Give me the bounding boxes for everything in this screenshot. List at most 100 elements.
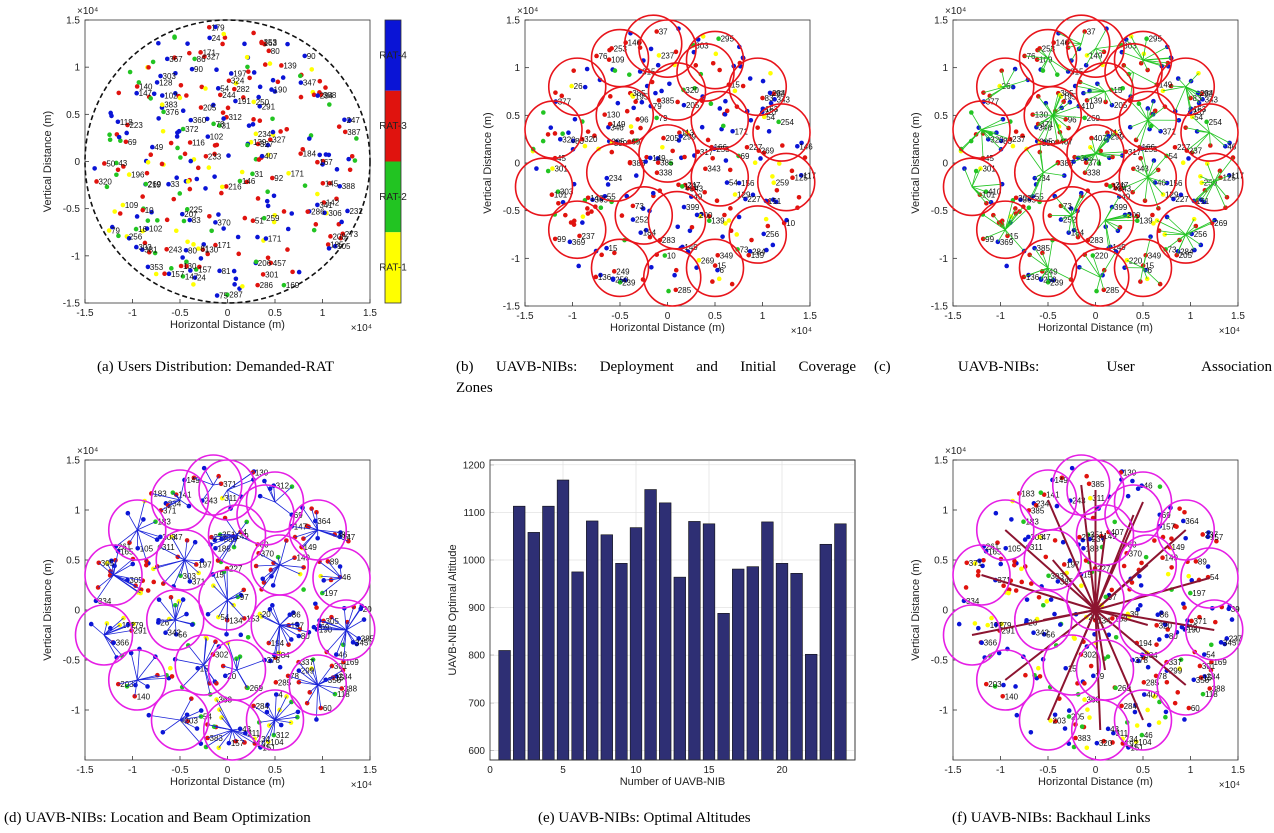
association-link: [1047, 240, 1053, 268]
association-link: [233, 534, 238, 537]
user-id-label: 54: [1210, 573, 1219, 582]
user-id-label: 183: [1021, 489, 1035, 498]
user-marker: [1078, 190, 1084, 196]
user-marker: [201, 465, 207, 471]
user-marker: [220, 663, 226, 669]
user-id-label: 10: [786, 219, 795, 228]
user-marker: [763, 216, 769, 222]
association-link: [271, 605, 281, 626]
user-marker: [184, 207, 190, 212]
association-link: [1026, 148, 1044, 173]
user-marker: [577, 233, 582, 239]
user-marker: [1191, 677, 1197, 683]
user-marker: [286, 642, 291, 647]
user-marker: [724, 180, 730, 185]
user-marker: [1107, 184, 1113, 189]
user-marker: [1067, 558, 1073, 563]
user-id-label: 369: [1000, 238, 1014, 247]
user-id-label: 312: [228, 113, 242, 122]
user-marker: [1061, 562, 1067, 567]
user-marker: [173, 228, 179, 234]
user-marker: [159, 102, 165, 107]
association-link: [253, 705, 276, 721]
user-marker: [214, 67, 219, 73]
association-link: [227, 599, 245, 619]
user-marker: [585, 206, 590, 211]
user-marker: [1135, 607, 1141, 612]
user-marker: [297, 73, 303, 79]
user-marker: [185, 179, 191, 184]
user-id-label: 190: [274, 86, 288, 95]
user-id-label: 171: [684, 182, 698, 191]
user-id-label: 146: [628, 39, 642, 48]
user-marker: [798, 173, 804, 178]
user-id-label: 78: [216, 120, 225, 129]
user-marker: [643, 227, 649, 233]
user-marker: [572, 116, 578, 122]
association-link: [212, 574, 228, 601]
user-id-label: 15: [731, 81, 740, 90]
user-id-label: 139: [283, 61, 297, 70]
association-link: [320, 575, 342, 579]
user-marker: [176, 599, 182, 604]
coverage-zone-circle: [316, 599, 376, 661]
user-marker: [1179, 624, 1185, 630]
coverage-zone-circle: [942, 157, 1002, 217]
user-id-label: 383: [164, 101, 178, 110]
association-link: [1084, 153, 1096, 173]
user-marker: [1159, 610, 1164, 615]
user-id-label: 15: [215, 570, 224, 579]
coverage-zone-circle: [150, 689, 210, 751]
association-link: [1174, 86, 1187, 112]
user-marker: [160, 128, 166, 134]
user-id-label: 237: [1092, 535, 1106, 544]
user-id-label: 169: [345, 658, 359, 667]
y-axis-label: Vertical Distance (m): [482, 112, 494, 213]
association-link: [1060, 215, 1072, 220]
coverage-zone-circle: [752, 103, 811, 162]
user-marker: [175, 145, 180, 151]
user-marker: [659, 88, 664, 94]
user-id-label: 73: [1063, 202, 1072, 211]
user-marker: [192, 275, 198, 280]
association-link: [1141, 148, 1149, 178]
association-link: [165, 499, 181, 504]
user-id-label: 227: [747, 195, 761, 204]
user-id-label: 46: [1157, 179, 1166, 188]
user-id-label: 283: [662, 236, 676, 245]
user-marker: [1079, 724, 1085, 729]
coverage-zone-circle: [547, 57, 607, 117]
user-id-label: 69: [128, 138, 137, 147]
user-id-label: 167: [319, 158, 333, 167]
user-marker: [278, 129, 283, 134]
user-marker: [1037, 534, 1042, 540]
user-marker: [1023, 672, 1028, 678]
user-id-label: 157: [1210, 533, 1224, 542]
association-link: [343, 629, 347, 663]
user-marker: [338, 530, 343, 535]
user-marker: [263, 236, 269, 241]
user-marker: [644, 154, 649, 160]
user-marker: [668, 161, 674, 166]
user-marker: [713, 51, 719, 57]
user-marker: [655, 62, 661, 68]
user-id-label: 269: [761, 147, 775, 156]
user-id-label: 80: [188, 246, 197, 255]
user-marker: [311, 624, 317, 630]
user-marker: [206, 165, 212, 170]
association-link: [1096, 277, 1101, 292]
user-marker: [251, 70, 257, 75]
altitude-bar: [659, 502, 672, 761]
user-marker: [1111, 730, 1116, 736]
user-marker: [672, 272, 677, 278]
user-id-label: 356: [1196, 676, 1210, 685]
user-marker: [267, 137, 273, 142]
user-marker: [166, 181, 171, 187]
user-marker: [983, 681, 989, 687]
colorbar-segment: [385, 20, 401, 91]
y-tick-label: 0: [74, 606, 80, 617]
user-marker: [150, 59, 156, 65]
user-marker: [114, 160, 119, 166]
user-marker: [191, 282, 196, 287]
user-marker: [1229, 617, 1235, 622]
